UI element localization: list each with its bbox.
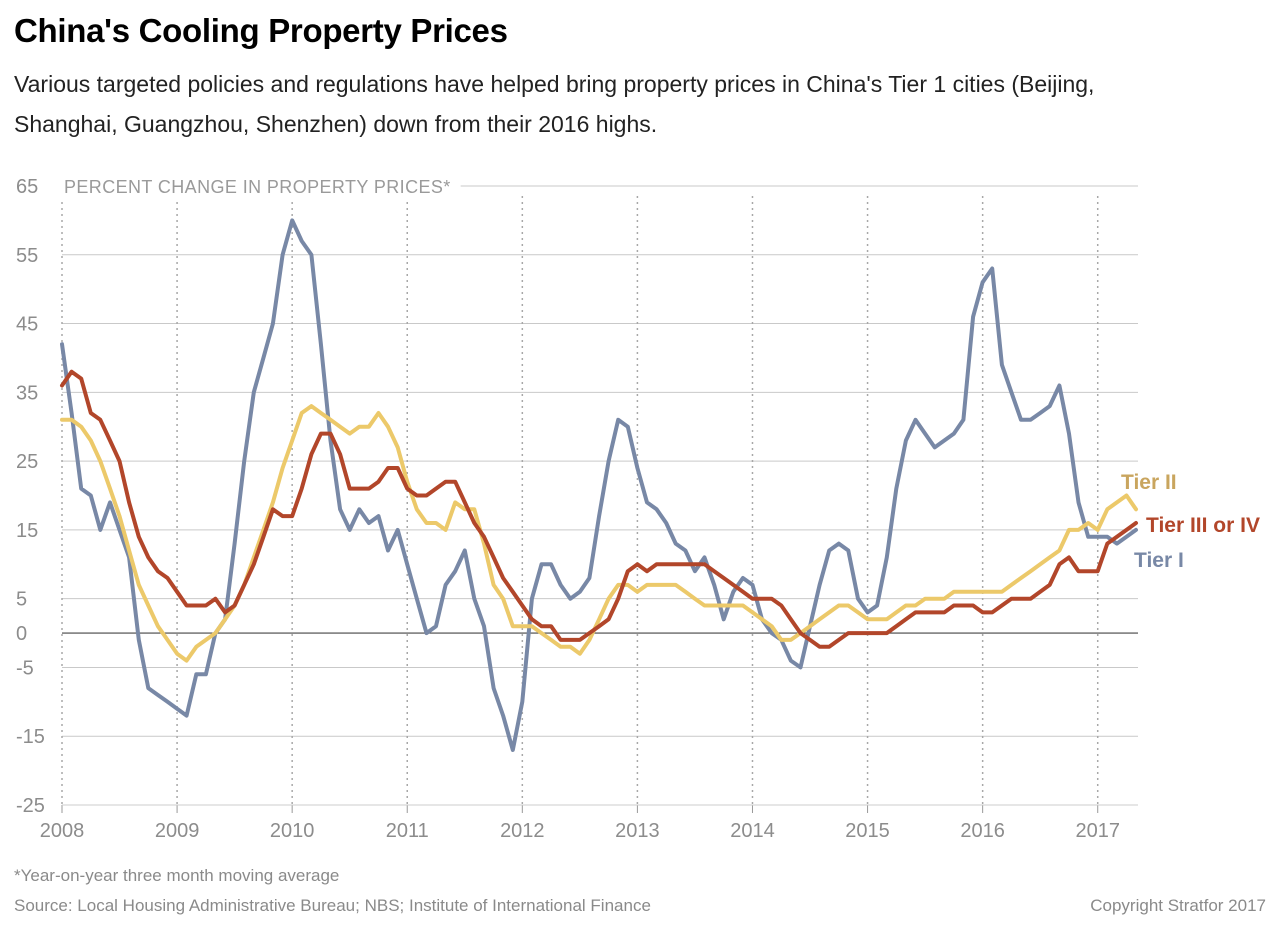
y-axis-label-bg: [60, 175, 461, 199]
series-label-tier-i: Tier I: [1134, 549, 1184, 572]
y-tick-label: 5: [16, 589, 27, 611]
grid-layer: [61, 185, 1138, 813]
x-tick-label: 2008: [40, 820, 85, 842]
x-tick-label: 2015: [845, 820, 890, 842]
footnote: *Year-on-year three month moving average: [14, 866, 340, 885]
x-tick-label: 2013: [615, 820, 660, 842]
series-line-tier-ii: [60, 404, 1138, 663]
x-tick-label: 2014: [730, 820, 775, 842]
x-tick-label: 2011: [386, 820, 429, 842]
y-tick-label: -5: [16, 657, 34, 679]
x-tick-label: 2012: [500, 820, 545, 842]
copyright-note: Copyright Stratfor 2017: [1090, 896, 1266, 915]
tick-layer: 65 55 45 35 25 15 5 0 -5 -15 -25 PERCENT CHANGE IN …: [16, 175, 1120, 842]
source-note: Source: Local Housing Administrative Bur…: [14, 896, 651, 915]
x-tick-label: 2009: [155, 820, 200, 842]
y-tick-label: 25: [16, 451, 38, 473]
y-tick-label: 55: [16, 245, 38, 267]
series-label-tier-iii-or-iv: Tier III or IV: [1146, 514, 1260, 537]
x-tick-label: 2017: [1075, 820, 1120, 842]
y-tick-label: -25: [16, 795, 45, 817]
x-tick-label: 2010: [270, 820, 315, 842]
series-label-tier-ii: Tier II: [1121, 471, 1177, 494]
series-line-tier-iii-or-iv: [60, 369, 1138, 649]
x-tick-label: 2016: [960, 820, 1005, 842]
chart-subtitle: Various targeted policies and regulation…: [14, 71, 1095, 137]
label-layer: Tier I Tier II Tier III or IV: [1121, 471, 1260, 572]
y-tick-label: 0: [16, 623, 27, 645]
y-tick-label: -15: [16, 726, 45, 748]
y-tick-label: 35: [16, 382, 38, 404]
y-axis-label: PERCENT CHANGE IN PROPERTY PRICES*: [64, 177, 451, 197]
y-tick-label: 45: [16, 314, 38, 336]
y-tick-label: 15: [16, 520, 38, 542]
y-tick-label: 65: [16, 176, 38, 198]
series-layer: [60, 218, 1138, 752]
line-chart: 65 55 45 35 25 15 5 0 -5 -15 -25 PERCENT CHANGE IN …: [16, 175, 1260, 842]
series-line-tier-i: [60, 218, 1138, 752]
chart-title: China's Cooling Property Prices: [14, 12, 508, 49]
